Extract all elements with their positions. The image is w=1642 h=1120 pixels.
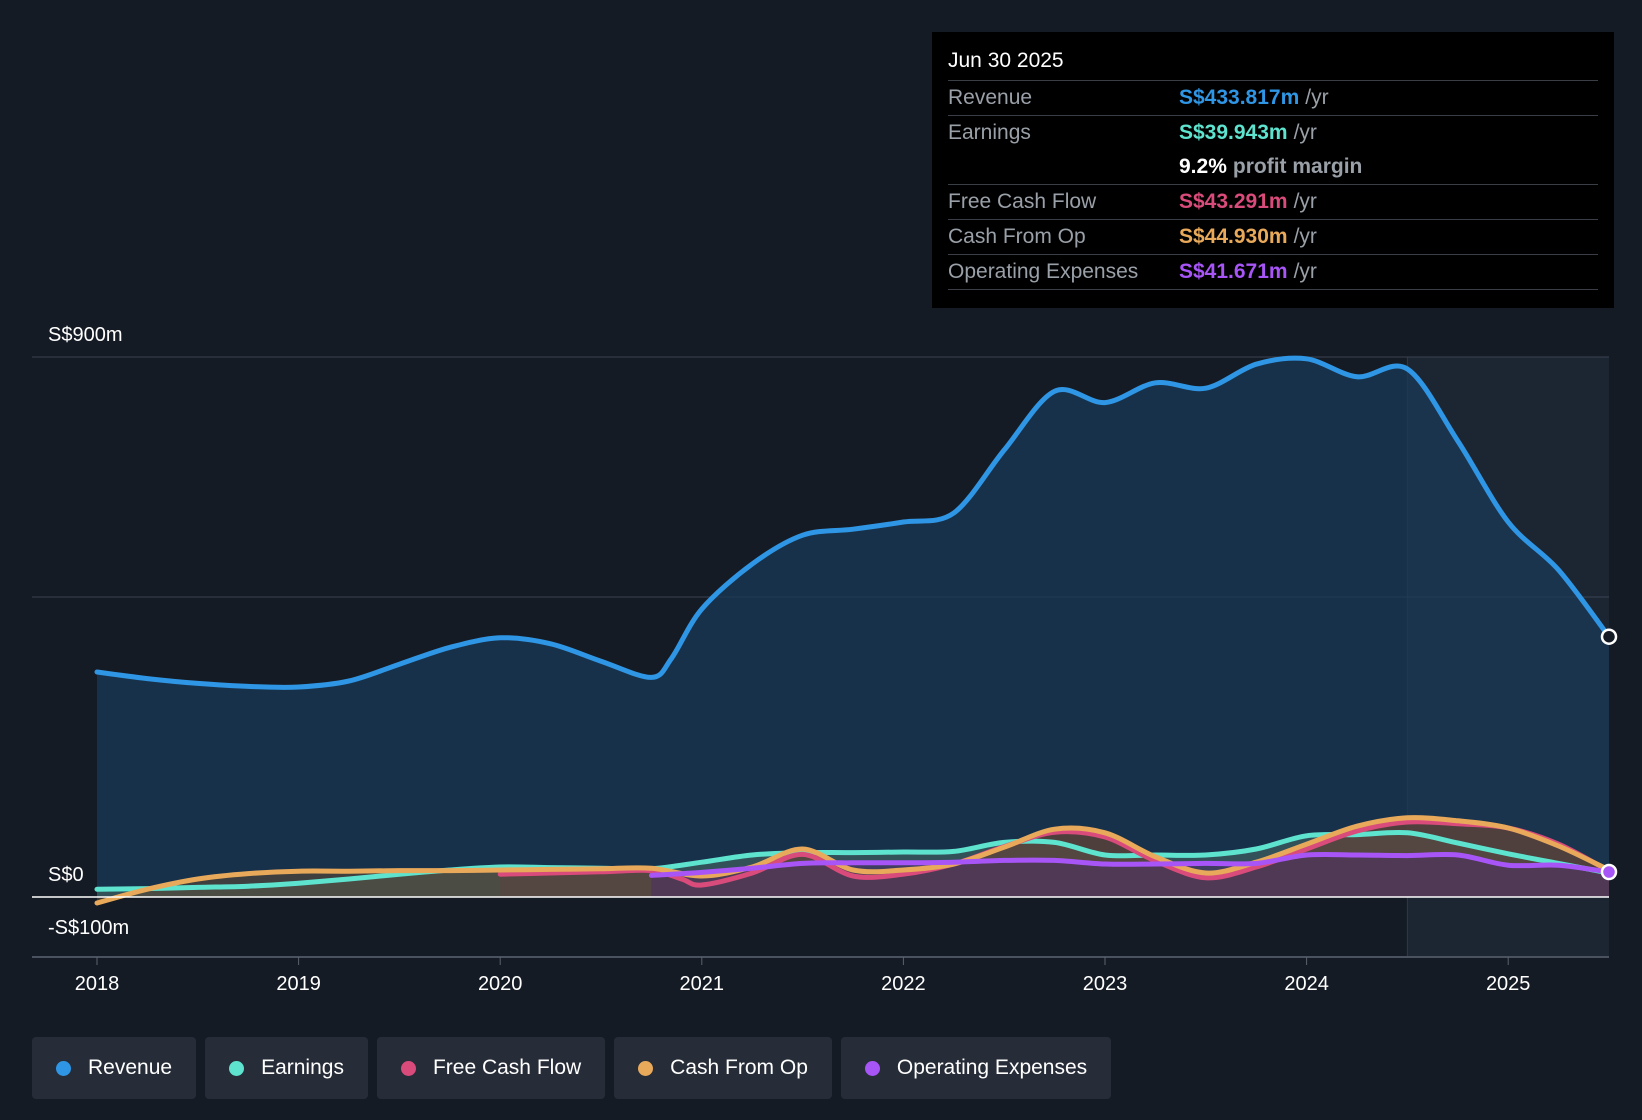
revenue-area <box>97 358 1609 898</box>
endpoint-markers <box>1600 628 1618 881</box>
tooltip-row-profit-margin: 9.2% profit margin <box>948 150 1598 185</box>
tooltip-unit: /yr <box>1293 260 1317 283</box>
tooltip-unit: /yr <box>1293 121 1317 144</box>
data-tooltip: Jun 30 2025 Revenue S$433.817m /yr Earni… <box>932 32 1614 308</box>
tooltip-label: Cash From Op <box>948 225 1086 248</box>
tooltip-value: S$39.943m <box>1179 121 1288 144</box>
legend-label: Free Cash Flow <box>432 1056 582 1079</box>
tooltip-label: Free Cash Flow <box>948 190 1097 213</box>
chart-area: S$900m S$0 -S$100m 2018 2019 2020 2021 2022 2023… <box>32 324 1618 995</box>
x-tick-label: 2025 <box>1486 973 1531 995</box>
tooltip-unit: /yr <box>1293 190 1317 213</box>
x-tick-label: 2018 <box>75 973 120 995</box>
earnings-dot-icon <box>229 1060 245 1076</box>
tooltip-label: Revenue <box>948 86 1033 109</box>
profit-margin-value: 9.2% <box>1179 155 1227 178</box>
x-tick-label: 2020 <box>478 973 523 995</box>
series-lines <box>94 355 1612 906</box>
legend-label: Cash From Op <box>670 1056 808 1079</box>
tooltip-row-free-cash-flow: Free Cash Flow S$43.291m /yr <box>948 185 1598 220</box>
x-tick-label: 2021 <box>680 973 725 995</box>
operating-expenses-dot-icon <box>864 1060 880 1076</box>
x-tick-label: 2024 <box>1284 973 1329 995</box>
cash-from-op-dot-icon <box>638 1060 654 1076</box>
tooltip-unit: /yr <box>1293 225 1317 248</box>
legend-label: Earnings <box>261 1056 344 1079</box>
chart-axes: S$900m S$0 -S$100m 2018 2019 2020 2021 2022 2023… <box>32 324 1609 995</box>
earnings-line <box>94 829 1612 892</box>
profit-margin-text: profit margin <box>1232 155 1363 178</box>
legend-item-operating-expenses[interactable]: Operating Expenses <box>840 1037 1112 1099</box>
legend-item-revenue[interactable]: Revenue <box>32 1037 197 1099</box>
revenue-line <box>94 355 1612 690</box>
tooltip-value: S$41.671m <box>1179 260 1288 283</box>
operating-expenses-line <box>648 851 1612 878</box>
revenue-end-marker <box>1600 628 1618 645</box>
tooltip-row-operating-expenses: Operating Expenses S$41.671m /yr <box>948 255 1598 290</box>
y-axis-label: S$900m <box>48 324 123 346</box>
x-tick-label: 2023 <box>1083 973 1128 995</box>
tooltip-label: Earnings <box>948 121 1031 144</box>
legend-label: Revenue <box>88 1056 173 1079</box>
cash-from-op-line <box>94 815 1612 906</box>
x-tick-label: 2019 <box>276 973 321 995</box>
tooltip-row-earnings: Earnings S$39.943m /yr <box>948 116 1598 150</box>
tooltip-row-revenue: Revenue S$433.817m /yr <box>948 81 1598 116</box>
y-axis-label: S$0 <box>48 864 84 886</box>
tooltip-unit: /yr <box>1305 86 1329 109</box>
tooltip-value: S$44.930m <box>1179 225 1288 248</box>
tooltip-row-cash-from-op: Cash From Op S$44.930m /yr <box>948 220 1598 255</box>
x-tick-label: 2022 <box>881 973 926 995</box>
legend-item-cash-from-op[interactable]: Cash From Op <box>614 1037 832 1099</box>
legend-label: Operating Expenses <box>896 1056 1088 1079</box>
revenue-dot-icon <box>56 1060 71 1076</box>
operating-expenses-end-marker <box>1600 863 1618 881</box>
free-cash-flow-dot-icon <box>400 1060 416 1076</box>
tooltip-date: Jun 30 2025 <box>948 46 1598 81</box>
legend-item-earnings[interactable]: Earnings <box>205 1037 368 1099</box>
chart-legend: Revenue Earnings Free Cash Flow Cash Fro… <box>32 1037 1112 1099</box>
y-axis-label: -S$100m <box>48 917 129 939</box>
tooltip-value: S$43.291m <box>1179 190 1288 213</box>
tooltip-label: Operating Expenses <box>948 260 1139 283</box>
tooltip-value: S$433.817m <box>1179 86 1300 109</box>
legend-item-free-cash-flow[interactable]: Free Cash Flow <box>376 1037 606 1099</box>
